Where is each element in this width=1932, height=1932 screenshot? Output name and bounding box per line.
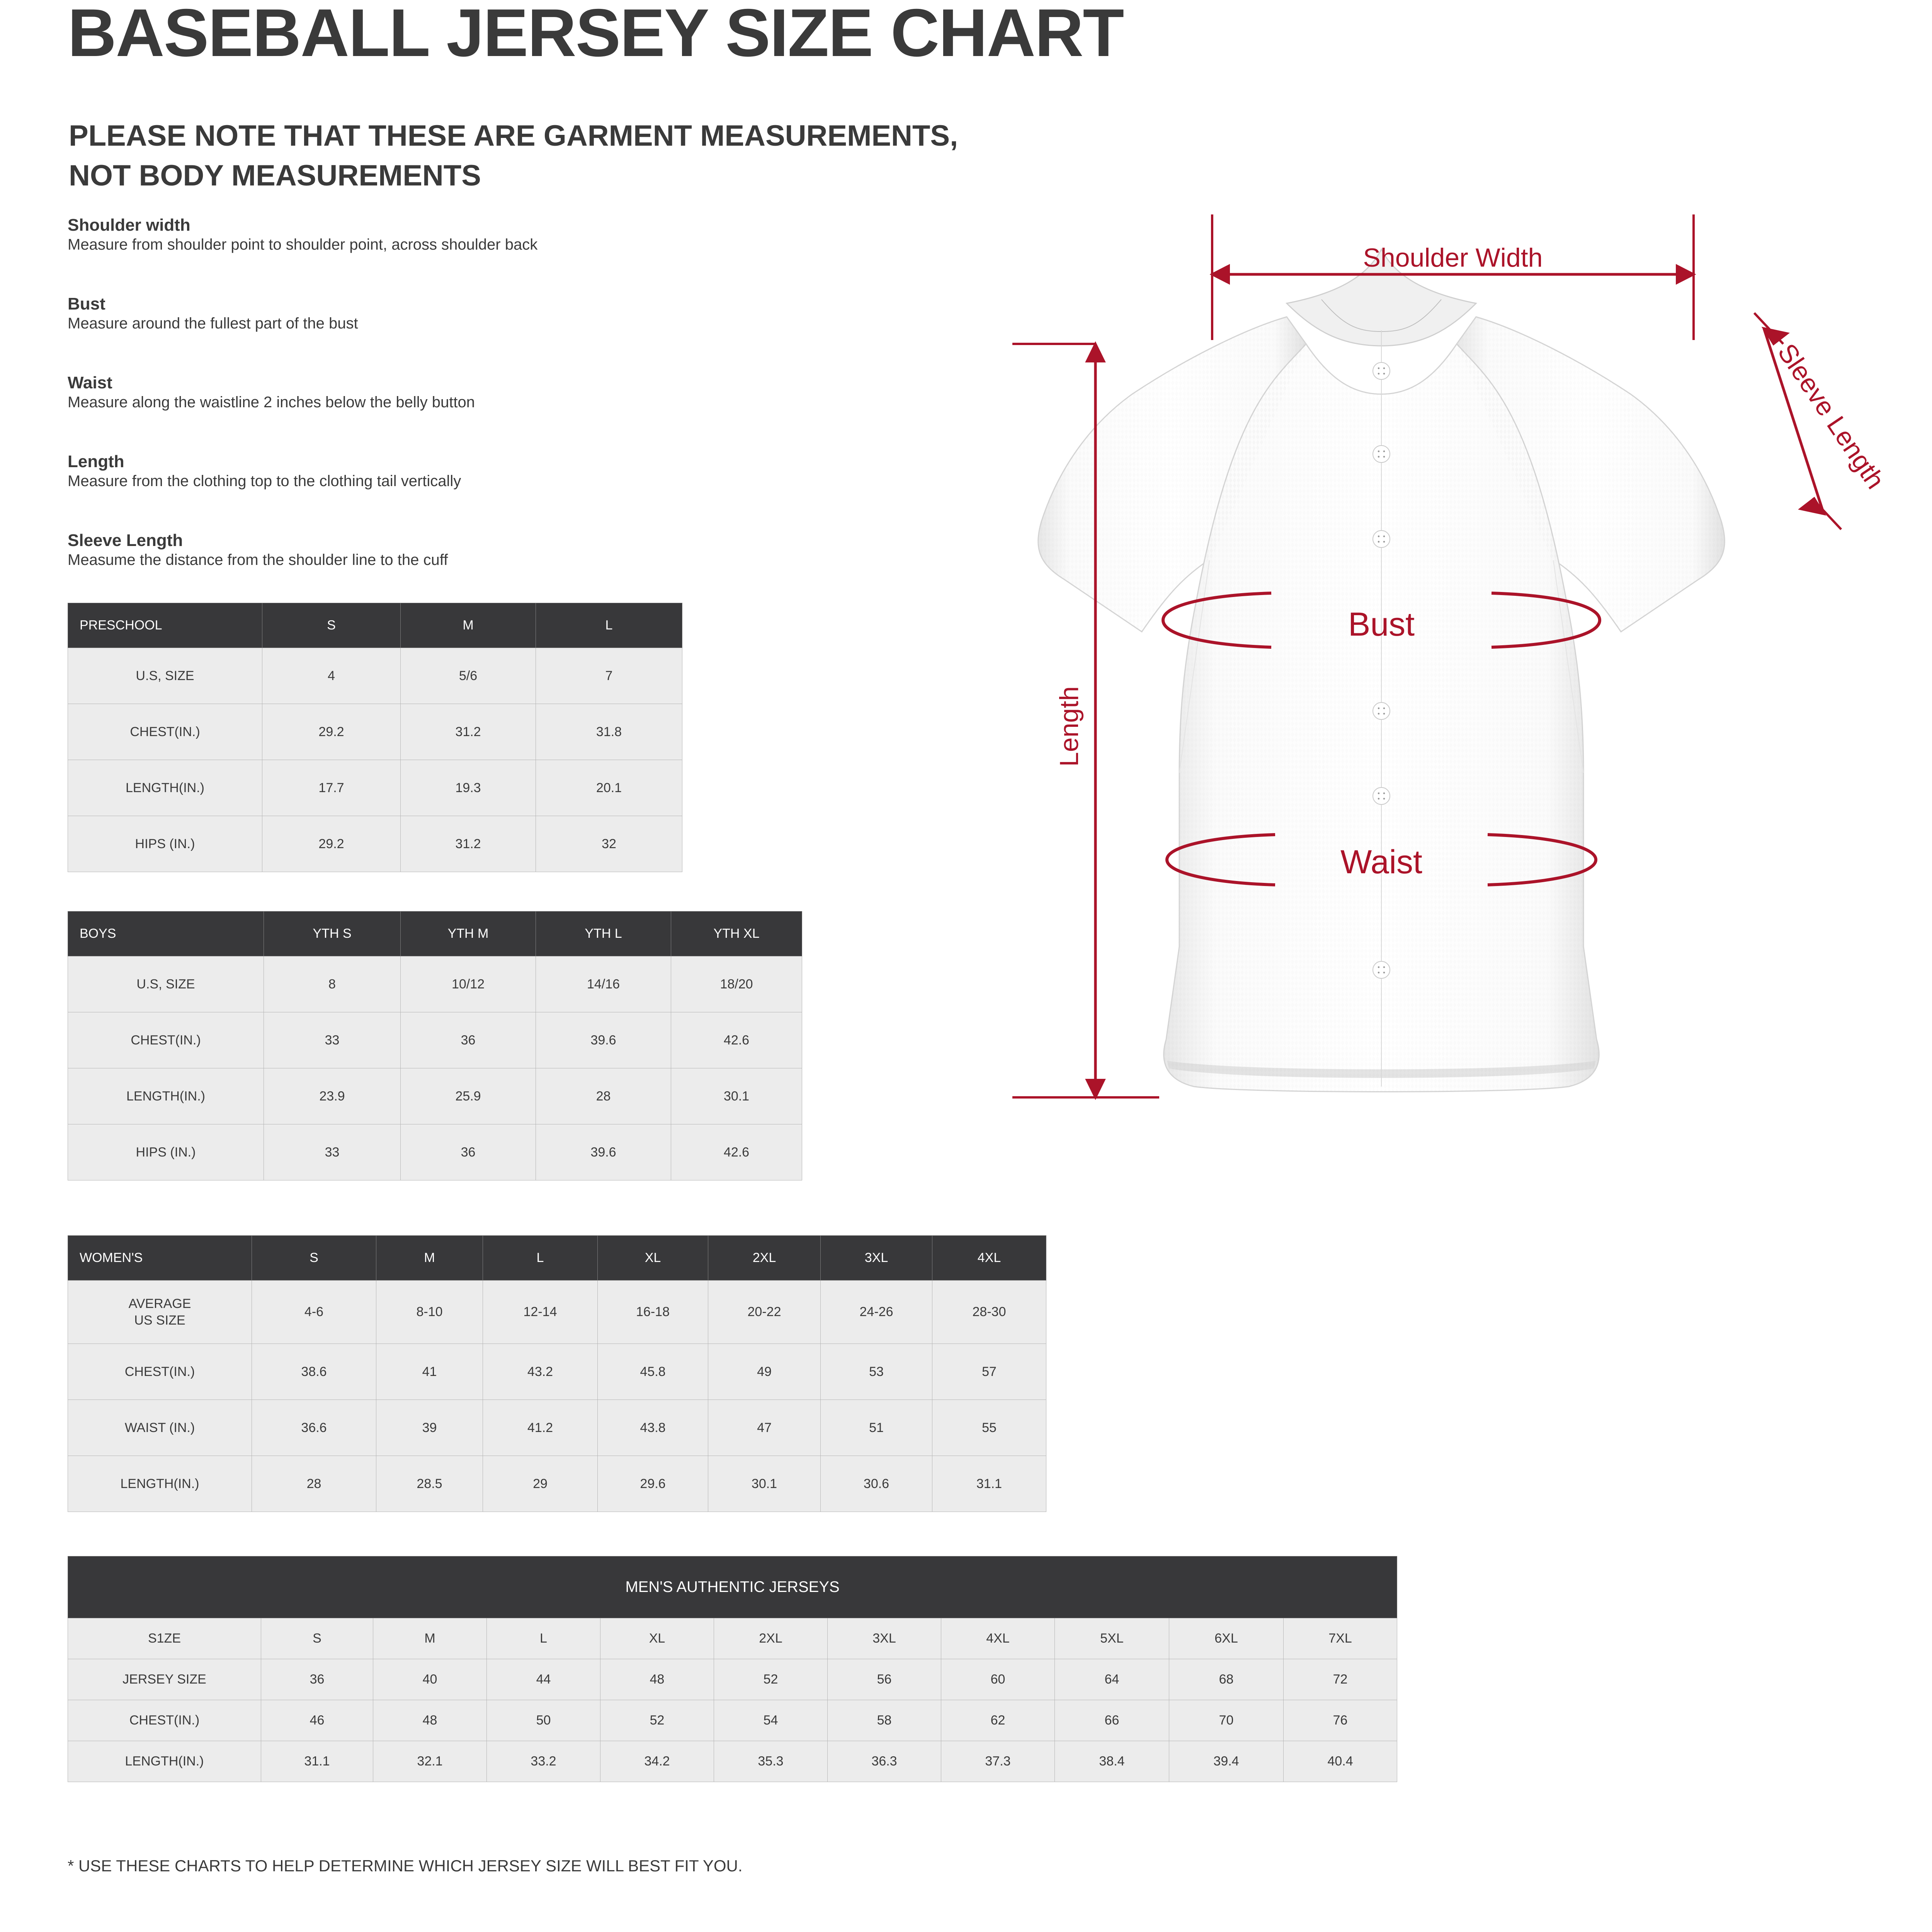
svg-text:Waist: Waist [1340,844,1422,881]
svg-text:Length: Length [1054,686,1084,767]
svg-text:Bust: Bust [1348,606,1415,643]
svg-text:Sleeve Length: Sleeve Length [1772,338,1890,494]
svg-text:Shoulder Width: Shoulder Width [1363,243,1543,272]
